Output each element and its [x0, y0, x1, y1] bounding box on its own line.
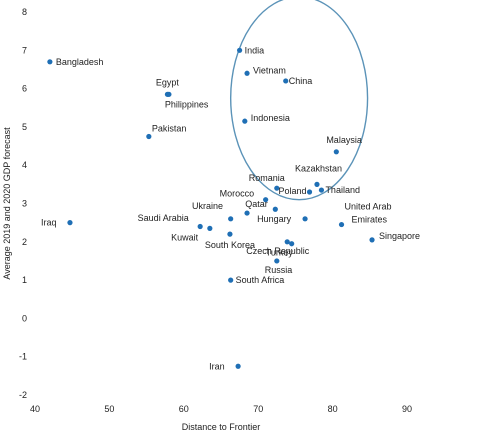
point-label-south-africa: South Africa	[236, 275, 285, 285]
point-label-iraq: Iraq	[41, 218, 57, 228]
data-point	[227, 231, 233, 237]
data-point	[263, 197, 269, 203]
data-point	[67, 220, 73, 226]
x-tick-label: 90	[402, 404, 412, 414]
point-label-hungary: Hungary	[257, 214, 292, 224]
point-label-qatar: Qatar	[245, 199, 268, 209]
point-label-india: India	[245, 45, 265, 55]
data-point	[284, 239, 290, 245]
point-label-egypt: Egypt	[156, 77, 180, 87]
point-label-bangladesh: Bangladesh	[56, 57, 104, 67]
data-point	[338, 221, 345, 228]
point-label-kuwait: Kuwait	[171, 232, 199, 242]
point-label-china: China	[289, 76, 313, 86]
x-tick-label: 70	[253, 404, 263, 414]
point-label-pakistan: Pakistan	[152, 123, 187, 133]
data-point	[369, 237, 375, 243]
tick-labels: -2 -1 0 1 2 3 4 5 6 7 8 40 50 60 70 80 90	[19, 7, 412, 414]
data-points	[47, 47, 375, 369]
data-point	[47, 59, 53, 65]
y-tick-label: 2	[22, 237, 27, 247]
data-point	[306, 189, 313, 195]
point-label-singapore: Singapore	[379, 231, 420, 241]
data-point	[242, 118, 248, 124]
x-tick-label: 60	[179, 404, 189, 414]
point-label-saudi-arabia: Saudi Arabia	[138, 213, 189, 223]
point-label-vietnam: Vietnam	[253, 65, 286, 75]
point-label-czech-republic: Czech Republic	[246, 246, 310, 256]
y-tick-label: 3	[22, 199, 27, 209]
y-tick-label: 5	[22, 122, 27, 132]
point-label-united-arab-emirates: United Arab Emirates	[345, 202, 392, 225]
x-tick-label: 40	[30, 404, 40, 414]
point-label-kazakhstan: Kazakhstan	[295, 163, 342, 173]
y-tick-label: 0	[22, 313, 27, 323]
highlight-circle-layer	[229, 0, 369, 201]
data-point	[274, 258, 280, 264]
data-point	[318, 187, 325, 193]
y-tick-label: 1	[22, 275, 27, 285]
x-axis-label: Distance to Frontier	[182, 422, 261, 432]
point-label-malaysia: Malaysia	[326, 135, 362, 145]
point-label-turkey: Turkey	[266, 248, 294, 258]
y-tick-label: 8	[22, 7, 27, 17]
data-point	[289, 241, 295, 247]
y-tick-label: 6	[22, 84, 27, 94]
data-point	[166, 91, 172, 97]
point-label-south-korea: South Korea	[205, 240, 255, 250]
y-tick-label: 4	[22, 160, 27, 170]
data-point	[228, 277, 234, 283]
data-point	[237, 47, 243, 53]
point-labels: Bangladesh Egypt Philippines Pakistan India V…	[41, 45, 420, 371]
data-point	[272, 206, 278, 212]
point-label-indonesia: Indonesia	[251, 113, 290, 123]
y-tick-label: -1	[19, 352, 27, 362]
data-point	[274, 185, 280, 191]
point-label-thailand: Thailand	[325, 185, 360, 195]
data-point	[244, 210, 250, 216]
data-point	[197, 223, 203, 230]
point-label-philippines: Philippines	[165, 99, 209, 109]
y-tick-label: -2	[19, 390, 27, 400]
point-label-russia: Russia	[265, 265, 293, 275]
point-label-morocco: Morocco	[220, 189, 255, 199]
data-point	[207, 225, 213, 231]
point-label-poland: Poland	[279, 186, 307, 196]
data-point	[314, 181, 320, 187]
x-tick-label: 80	[328, 404, 338, 414]
y-tick-label: 7	[22, 45, 27, 55]
data-point	[244, 70, 250, 76]
highlight-circle	[229, 0, 369, 201]
data-point	[302, 216, 308, 222]
point-label-ukraine: Ukraine	[192, 201, 223, 211]
data-point	[228, 216, 234, 222]
data-point	[146, 133, 152, 140]
data-point	[333, 149, 339, 155]
data-point	[235, 363, 241, 369]
point-label-iran: Iran	[209, 361, 225, 371]
y-axis-label: Average 2019 and 2020 GDP forecast	[2, 127, 12, 280]
data-point	[283, 78, 289, 84]
x-tick-label: 50	[104, 404, 114, 414]
point-label-romania: Romania	[249, 173, 285, 183]
